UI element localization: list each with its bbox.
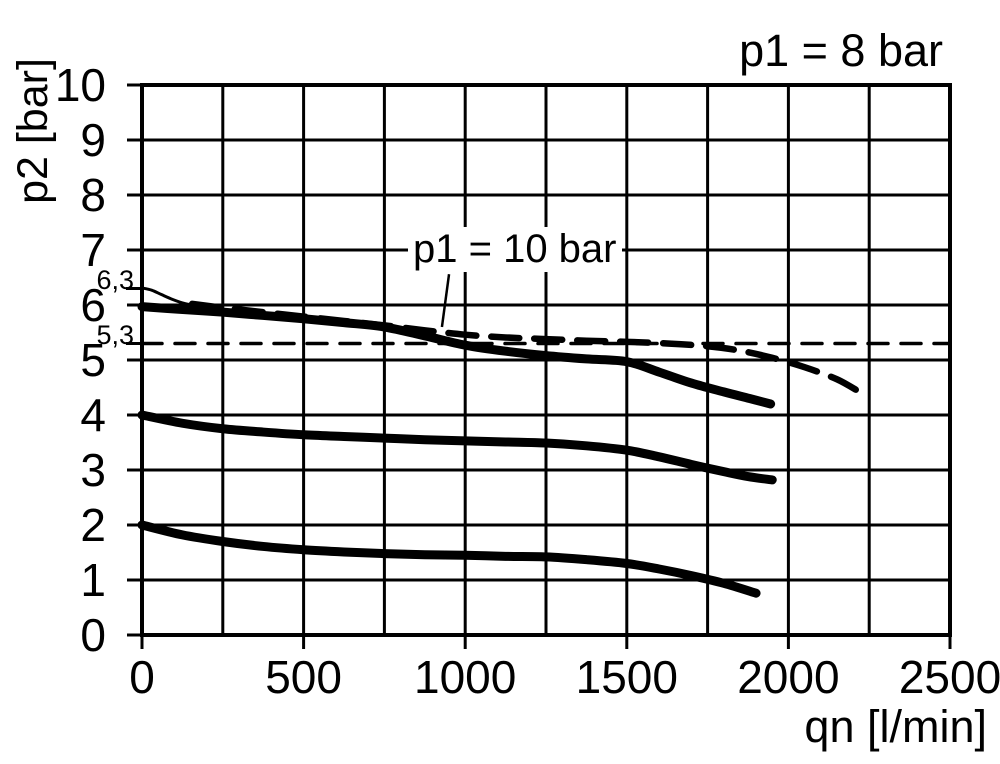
x-tick-label-2000: 2000 <box>737 651 840 703</box>
y-tick-label-2: 2 <box>80 499 106 551</box>
y-tick-label-6: 6 <box>80 279 106 331</box>
annotation-p1-10-bar-label: p1 = 10 bar <box>408 227 622 272</box>
y-special-label-6,3: 6,3 <box>96 264 134 295</box>
y-tick-label-3: 3 <box>80 444 106 496</box>
y-tick-label-9: 9 <box>80 114 106 166</box>
y-tick-label-7: 7 <box>80 224 106 276</box>
curve-set-2-bar-p1-8 <box>137 520 761 598</box>
y-special-label-5,3: 5,3 <box>96 319 134 350</box>
x-tick-label-0: 0 <box>129 651 155 703</box>
curve-p1-10-bar <box>188 300 863 396</box>
y-tick-label-4: 4 <box>80 389 106 441</box>
chart-title: p1 = 8 bar <box>739 25 943 76</box>
x-tick-label-1500: 1500 <box>575 651 678 703</box>
curve-set-4-bar-p1-8 <box>137 410 777 485</box>
curve-set-6-bar-p1-8 <box>137 302 776 409</box>
y-tick-label-10: 10 <box>54 59 106 111</box>
x-axis-label: qn [l/min] <box>804 701 987 752</box>
x-tick-label-500: 500 <box>265 651 342 703</box>
y-tick-label-0: 0 <box>80 609 106 661</box>
y-tick-label-5: 5 <box>80 334 106 386</box>
plot-border <box>140 83 952 637</box>
annotation-leader-line <box>440 274 451 328</box>
y-tick-label-1: 1 <box>80 554 106 606</box>
x-tick-label-2500: 2500 <box>898 651 1000 703</box>
x-tick-label-1000: 1000 <box>414 651 517 703</box>
y-axis-label: p2 [bar] <box>9 58 57 204</box>
y-tick-label-8: 8 <box>80 169 106 221</box>
